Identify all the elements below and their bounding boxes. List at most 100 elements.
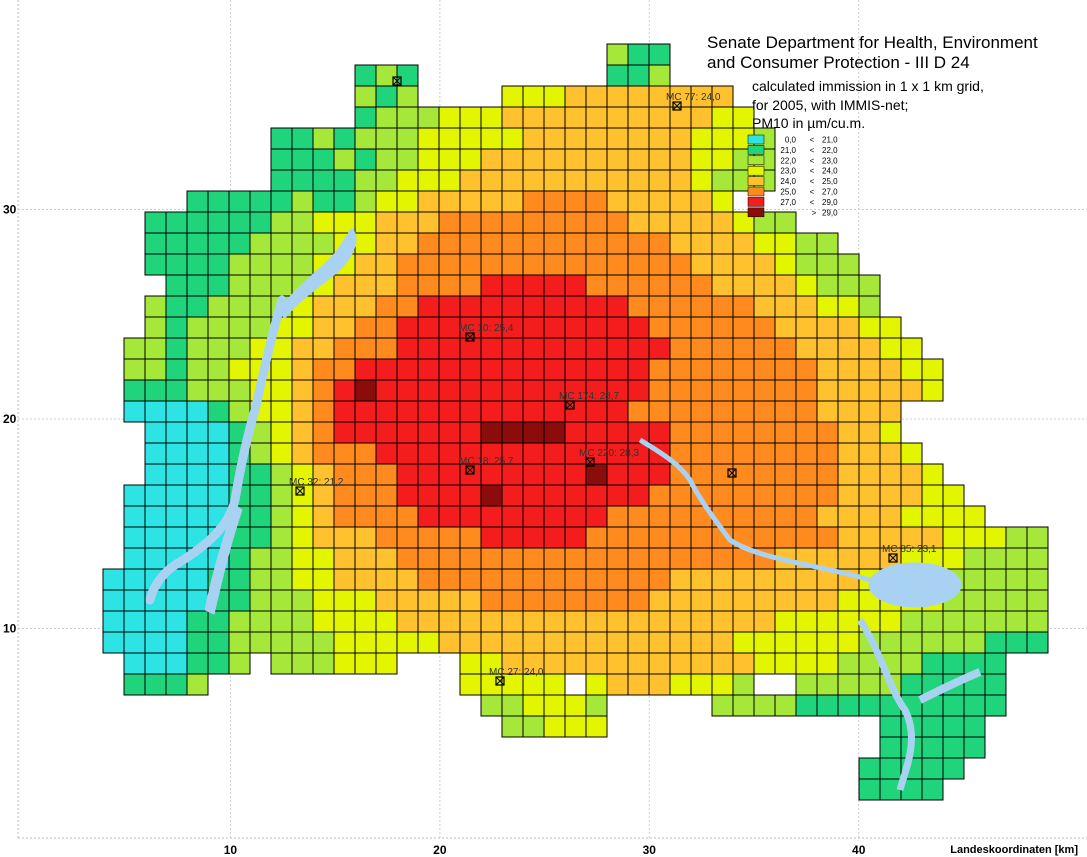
grid-cell [333, 505, 356, 528]
grid-cell [144, 211, 167, 234]
grid-cell [963, 589, 986, 612]
station-marker-cross [888, 553, 898, 563]
grid-cell [522, 400, 545, 423]
grid-cell [375, 505, 398, 528]
grid-cell [522, 505, 545, 528]
grid-cell [480, 694, 503, 717]
grid-cell [312, 631, 335, 654]
grid-cell [648, 337, 671, 360]
grid-cell [585, 211, 608, 234]
grid-cell [837, 421, 860, 444]
grid-cell [522, 295, 545, 318]
grid-cell [291, 316, 314, 339]
grid-cell [165, 463, 188, 486]
grid-cell [543, 316, 566, 339]
station-marker-cross [585, 457, 595, 467]
grid-cell [543, 547, 566, 570]
grid-cell [207, 358, 230, 381]
legend-sign: < [810, 188, 815, 197]
grid-cell [396, 211, 419, 234]
grid-cell [816, 589, 839, 612]
grid-cell [312, 421, 335, 444]
grid-cell [837, 337, 860, 360]
grid-cell [480, 232, 503, 255]
legend-swatch [747, 197, 765, 207]
grid-cell [585, 526, 608, 549]
grid-cell [1026, 610, 1049, 633]
grid-cell [606, 463, 629, 486]
grid-cell [501, 463, 524, 486]
grid-cell [186, 631, 209, 654]
grid-cell [1026, 631, 1049, 654]
grid-cell [753, 379, 776, 402]
grid-cell [711, 610, 734, 633]
grid-cell [627, 379, 650, 402]
grid-cell [837, 400, 860, 423]
grid-cell [144, 295, 167, 318]
legend-swatch [747, 145, 765, 155]
grid-cell [438, 463, 461, 486]
grid-cell [879, 463, 902, 486]
legend-sign: < [810, 146, 815, 155]
grid-cell [1005, 568, 1028, 591]
grid-cell [564, 211, 587, 234]
grid-cell [648, 652, 671, 675]
grid-cell [585, 610, 608, 633]
grid-cell [648, 463, 671, 486]
grid-cell [690, 568, 713, 591]
legend-value: 21,0 [780, 146, 796, 155]
grid-cell [123, 358, 146, 381]
grid-cell [711, 589, 734, 612]
grid-cell [858, 778, 881, 801]
grid-cell [669, 337, 692, 360]
grid-cell [354, 358, 377, 381]
grid-cell [795, 652, 818, 675]
grid-cell [186, 652, 209, 675]
grid-cell [123, 505, 146, 528]
grid-cell [711, 337, 734, 360]
grid-cell [459, 190, 482, 213]
grid-cell [984, 526, 1007, 549]
x-tick-label: 20 [433, 843, 447, 857]
grid-cell [627, 127, 650, 150]
grid-cell [606, 148, 629, 171]
station-marker-cross [295, 486, 305, 496]
grid-cell [396, 568, 419, 591]
grid-cell [564, 652, 587, 675]
grid-cell [732, 610, 755, 633]
grid-cell [585, 232, 608, 255]
grid-cell [606, 337, 629, 360]
grid-cell [627, 85, 650, 108]
grid-cell [333, 652, 356, 675]
grid-cell [501, 694, 524, 717]
grid-cell [564, 715, 587, 738]
grid-cell [690, 106, 713, 129]
grid-cell [333, 400, 356, 423]
grid-cell [417, 484, 440, 507]
grid-cell [543, 610, 566, 633]
grid-cell [144, 253, 167, 276]
grid-cell [354, 589, 377, 612]
grid-cell [417, 547, 440, 570]
grid-cell [228, 547, 251, 570]
grid-cell [690, 463, 713, 486]
grid-cell [543, 484, 566, 507]
grid-cell [480, 148, 503, 171]
grid-cell [942, 484, 965, 507]
y-tick-label: 10 [3, 622, 17, 636]
grid-cell [963, 736, 986, 759]
grid-cell [648, 358, 671, 381]
grid-cell [438, 442, 461, 465]
grid-cell [606, 421, 629, 444]
grid-cell [711, 652, 734, 675]
grid-cell [942, 694, 965, 717]
grid-cell [123, 484, 146, 507]
grid-cell [606, 526, 629, 549]
grid-cell [396, 400, 419, 423]
grid-cell [627, 673, 650, 696]
x-tick-label: 30 [643, 843, 657, 857]
grid-cell [522, 169, 545, 192]
grid-cell [333, 337, 356, 360]
grid-cell [312, 484, 335, 507]
grid-cell [459, 232, 482, 255]
